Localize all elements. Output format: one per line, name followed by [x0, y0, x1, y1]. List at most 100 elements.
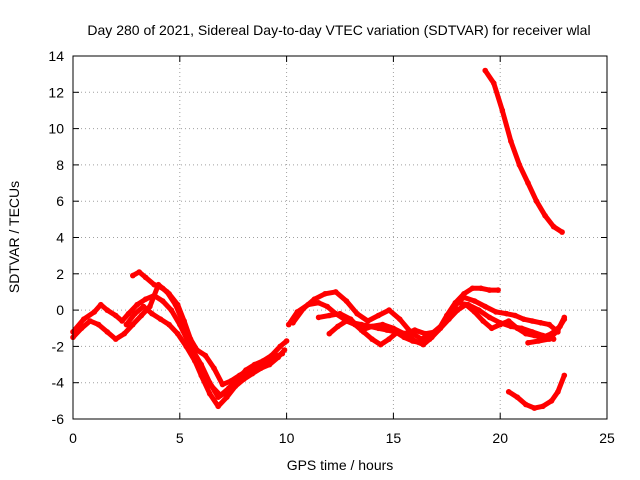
series-arc-10: [505, 372, 568, 411]
data-point: [379, 321, 386, 328]
x-tick-label: 20: [492, 430, 508, 446]
data-point: [471, 298, 478, 304]
data-point: [136, 269, 142, 275]
data-point: [121, 330, 128, 337]
y-tick-label: 6: [56, 193, 64, 209]
data-point: [429, 334, 435, 341]
chart-title: Day 280 of 2021, Sidereal Day-to-day VTE…: [87, 22, 590, 38]
data-point: [326, 312, 333, 319]
data-point: [236, 372, 243, 379]
data-point: [142, 296, 149, 303]
data-point: [151, 281, 157, 288]
data-point: [377, 341, 384, 348]
data-point: [285, 321, 292, 328]
data-point: [412, 327, 418, 333]
data-point: [343, 298, 350, 304]
axis-ticks: -6 -4 -2 0 2 4 6 8 10 12 14 0 5 10 15 20 25: [48, 48, 615, 446]
data-point: [412, 338, 418, 344]
data-point: [324, 303, 331, 310]
data-point: [555, 389, 561, 395]
data-point: [91, 309, 98, 315]
data-point: [488, 325, 495, 332]
data-point: [512, 312, 518, 319]
data-point: [253, 361, 260, 368]
data-point: [140, 303, 147, 310]
data-point: [181, 318, 187, 324]
data-point: [499, 107, 506, 114]
x-tick-label: 15: [386, 430, 402, 446]
data-point: [194, 347, 200, 353]
data-point: [531, 405, 538, 411]
data-point: [183, 343, 189, 350]
data-point: [166, 291, 172, 297]
data-point: [358, 327, 365, 333]
data-point: [192, 358, 198, 364]
x-axis-label: GPS time / hours: [287, 457, 394, 473]
data-point: [465, 301, 472, 308]
y-tick-label: 0: [56, 302, 64, 318]
data-point: [469, 285, 476, 292]
series-arc-8: [315, 300, 557, 342]
data-point: [226, 385, 232, 391]
data-point: [290, 320, 296, 326]
series-line: [123, 304, 290, 398]
data-point: [520, 316, 527, 323]
data-point: [119, 318, 125, 324]
y-tick-label: 2: [56, 266, 64, 282]
data-point: [315, 300, 322, 306]
data-point: [529, 329, 535, 335]
data-point: [217, 392, 224, 399]
data-point: [461, 294, 467, 301]
data-point: [486, 314, 493, 321]
data-point: [559, 229, 565, 235]
data-point: [444, 316, 450, 323]
data-point: [315, 314, 322, 321]
data-point: [518, 325, 525, 332]
data-point: [224, 394, 230, 401]
data-point: [149, 310, 155, 317]
data-point: [533, 198, 540, 204]
data-point: [375, 312, 382, 319]
data-point: [540, 332, 546, 339]
data-point: [514, 394, 521, 401]
data-point: [397, 316, 403, 323]
data-point: [104, 329, 110, 335]
data-point: [420, 341, 427, 348]
data-point: [491, 80, 497, 86]
data-point: [266, 361, 273, 368]
data-point: [322, 291, 328, 297]
data-point: [505, 318, 512, 324]
data-point: [157, 316, 164, 323]
data-point: [497, 320, 504, 326]
data-point: [480, 318, 486, 324]
x-tick-label: 0: [69, 430, 77, 446]
data-point: [482, 303, 489, 310]
data-point: [365, 318, 371, 324]
y-tick-label: 10: [48, 121, 64, 137]
data-point: [422, 330, 429, 337]
data-point: [202, 352, 209, 359]
x-tick-label: 5: [176, 430, 184, 446]
data-point: [337, 310, 343, 317]
grid-lines: [73, 56, 607, 419]
data-point: [279, 350, 286, 357]
data-point: [87, 318, 93, 324]
data-point: [546, 321, 553, 328]
x-tick-label: 25: [599, 430, 615, 446]
data-point: [112, 312, 119, 319]
data-point: [138, 312, 145, 319]
data-point: [529, 318, 535, 324]
data-point: [112, 336, 119, 342]
data-point: [503, 310, 510, 317]
data-point: [245, 367, 251, 373]
data-point: [495, 287, 501, 293]
data-point: [476, 307, 482, 313]
data-point: [159, 285, 166, 292]
data-point: [326, 330, 333, 337]
data-point: [478, 285, 484, 292]
data-point: [159, 298, 166, 304]
series-arc-9: [482, 67, 565, 235]
data-point: [347, 316, 354, 323]
data-point: [249, 370, 256, 377]
data-point: [241, 376, 247, 382]
